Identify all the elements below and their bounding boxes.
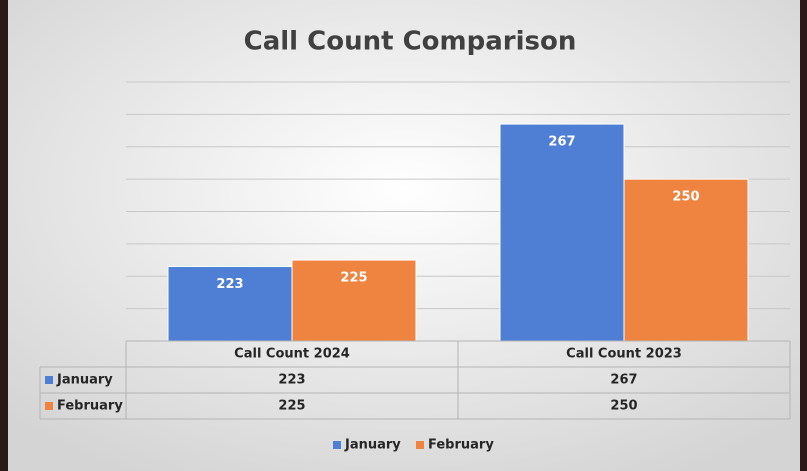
table-cell: 225: [278, 399, 305, 414]
data-label: 225: [340, 271, 367, 286]
table-row-label: January: [56, 373, 113, 388]
table-cell: 223: [278, 373, 305, 388]
x-tick-label: Call Count 2024: [234, 347, 350, 362]
legend-label: January: [344, 438, 401, 453]
data-label: 250: [672, 190, 699, 205]
legend-key: [333, 441, 341, 449]
x-tick-label: Call Count 2023: [566, 347, 682, 362]
table-legend-key: [45, 402, 53, 410]
data-label: 267: [548, 135, 575, 150]
legend-key: [416, 441, 424, 449]
table-legend-key: [45, 376, 53, 384]
chart-title: Call Count Comparison: [244, 27, 577, 57]
data-label: 223: [216, 277, 243, 292]
bar: [623, 178, 749, 342]
bar: [167, 266, 293, 342]
table-cell: 267: [610, 373, 637, 388]
bar: [291, 259, 417, 342]
table-row-label: February: [57, 399, 123, 414]
bar: [499, 123, 625, 342]
legend-label: February: [428, 438, 494, 453]
table-cell: 250: [610, 399, 637, 414]
